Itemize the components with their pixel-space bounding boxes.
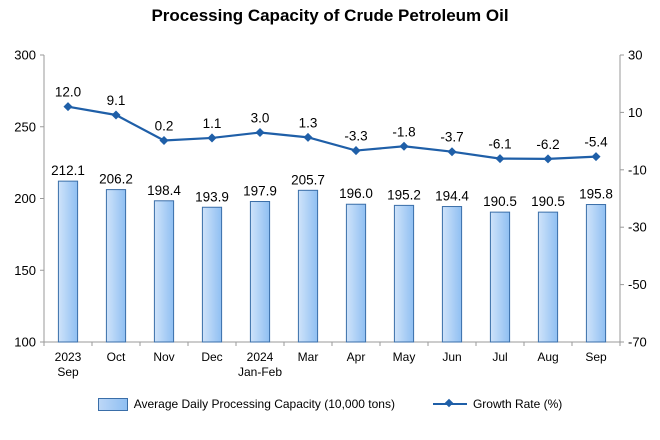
right-tick-label: -30 [628,220,647,235]
bar-value-label: 197.9 [243,184,277,199]
bar [249,201,271,343]
right-tick-label: -10 [628,162,647,177]
bar-value-label: 206.2 [99,172,133,187]
left-tick-label: 200 [14,191,36,206]
growth-value-label: 9.1 [107,93,126,108]
growth-value-label: 12.0 [55,85,81,100]
x-tick-label: Nov [153,350,174,364]
legend-label-capacity: Average Daily Processing Capacity (10,00… [133,397,395,411]
x-tick-label: May [393,350,416,364]
x-tick-label: Apr [347,350,366,364]
growth-value-label: 3.0 [251,110,270,125]
growth-marker [303,132,313,142]
x-tick-label: 2023 [55,350,82,364]
bars-layer [57,180,607,343]
chart-title: Processing Capacity of Crude Petroleum O… [151,6,509,25]
growth-value-label: 1.1 [203,116,222,131]
right-tick-label: -50 [628,277,647,292]
axes-layer: 100150200250300-70-50-30-1010302023SepOc… [14,48,647,380]
legend-item-growth: Growth Rate (%) [432,397,563,411]
growth-value-label: -3.7 [440,130,463,145]
right-tick-label: 30 [628,48,642,63]
bar [345,203,367,343]
x-tick-label: Oct [107,350,126,364]
x-tick-label: Aug [537,350,558,364]
right-tick-label: 10 [628,105,642,120]
left-tick-label: 100 [14,335,36,350]
x-tick-label: Jan-Feb [238,365,282,379]
bar [489,211,511,343]
growth-marker [591,152,601,162]
bar [57,180,79,343]
bar-value-label: 195.2 [387,187,421,202]
bar-value-label: 190.5 [531,194,565,209]
bar [585,204,607,343]
growth-value-label: 1.3 [299,115,318,130]
growth-marker [207,133,217,143]
x-tick-label: Jun [442,350,461,364]
growth-value-label: 0.2 [155,119,174,134]
x-tick-label: 2024 [247,350,274,364]
bar [441,206,463,343]
bar [393,204,415,343]
growth-marker [351,146,361,156]
bar-value-label: 212.1 [51,163,85,178]
growth-marker [63,102,73,112]
legend-item-capacity: Average Daily Processing Capacity (10,00… [97,397,395,411]
growth-value-label: -5.4 [584,135,608,150]
line-layer [63,102,601,164]
x-tick-label: Sep [585,350,607,364]
growth-marker [255,127,265,138]
x-tick-label: Dec [201,350,222,364]
bar [201,206,223,343]
bar-value-label: 195.8 [579,187,613,202]
growth-marker [447,147,457,157]
legend-line-swatch [432,398,467,408]
left-tick-label: 250 [14,119,36,134]
bar-value-label: 193.9 [195,189,229,204]
labels-layer: 212.1 206.2 198.4 193.9 197.9 205.7 196.0 195.2… [51,85,613,209]
bar-value-label: 196.0 [339,186,373,201]
right-tick-label: -70 [628,335,647,350]
legend: Average Daily Processing Capacity (10,00… [0,392,660,416]
left-tick-label: 150 [14,263,36,278]
growth-value-label: -3.3 [344,129,367,144]
bar [105,189,127,343]
legend-label-growth: Growth Rate (%) [472,397,563,411]
growth-marker [399,141,409,151]
growth-marker [495,154,505,164]
bar [153,200,175,343]
growth-marker [111,110,121,120]
growth-value-label: -6.1 [488,137,511,152]
left-tick-label: 300 [14,48,36,63]
growth-marker [543,154,553,164]
growth-value-label: -1.8 [392,124,415,139]
x-tick-label: Mar [298,350,319,364]
x-tick-label: Sep [57,365,79,379]
bar-value-label: 205.7 [291,172,325,187]
growth-value-label: -6.2 [536,137,559,152]
bar-value-label: 198.4 [147,183,181,198]
bar-value-label: 194.4 [435,189,469,204]
bar [297,189,319,343]
bar-value-label: 190.5 [483,194,517,209]
growth-line [67,105,597,160]
growth-marker [159,136,169,146]
bar [537,211,559,343]
legend-bar-swatch [97,397,128,411]
x-tick-label: Jul [492,350,507,364]
